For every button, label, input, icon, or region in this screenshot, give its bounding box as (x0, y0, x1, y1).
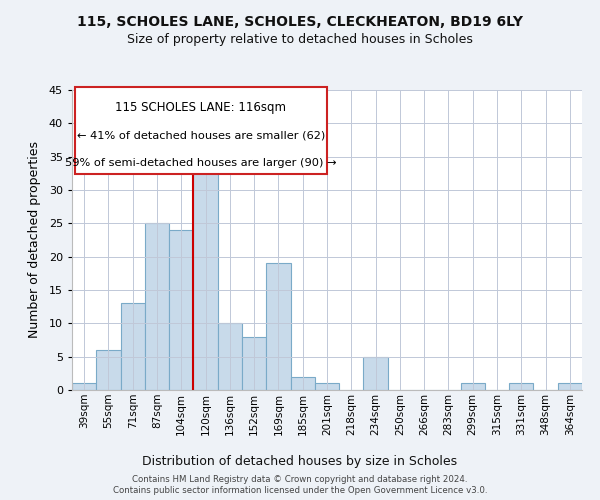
Bar (558, 384, 582, 390)
Text: 115, SCHOLES LANE, SCHOLES, CLECKHEATON, BD19 6LY: 115, SCHOLES LANE, SCHOLES, CLECKHEATON,… (77, 15, 523, 29)
Text: ← 41% of detached houses are smaller (62): ← 41% of detached houses are smaller (62… (77, 130, 325, 140)
Bar (509, 384, 533, 390)
Text: Contains public sector information licensed under the Open Government Licence v3: Contains public sector information licen… (113, 486, 487, 495)
Bar (242, 336, 266, 390)
Bar (169, 230, 193, 390)
Bar (145, 224, 169, 390)
Y-axis label: Number of detached properties: Number of detached properties (28, 142, 41, 338)
Bar (218, 324, 242, 390)
Bar (96, 350, 121, 390)
Bar (121, 304, 145, 390)
Bar (290, 376, 315, 390)
Bar (364, 356, 388, 390)
Text: 59% of semi-detached houses are larger (90) →: 59% of semi-detached houses are larger (… (65, 158, 337, 168)
Bar (266, 264, 290, 390)
Bar (461, 384, 485, 390)
Text: Size of property relative to detached houses in Scholes: Size of property relative to detached ho… (127, 32, 473, 46)
Bar (72, 384, 96, 390)
FancyBboxPatch shape (74, 87, 327, 174)
Text: 115 SCHOLES LANE: 116sqm: 115 SCHOLES LANE: 116sqm (115, 100, 286, 114)
Text: Contains HM Land Registry data © Crown copyright and database right 2024.: Contains HM Land Registry data © Crown c… (132, 475, 468, 484)
Bar (315, 384, 339, 390)
Text: Distribution of detached houses by size in Scholes: Distribution of detached houses by size … (142, 454, 458, 468)
Bar (193, 156, 218, 390)
